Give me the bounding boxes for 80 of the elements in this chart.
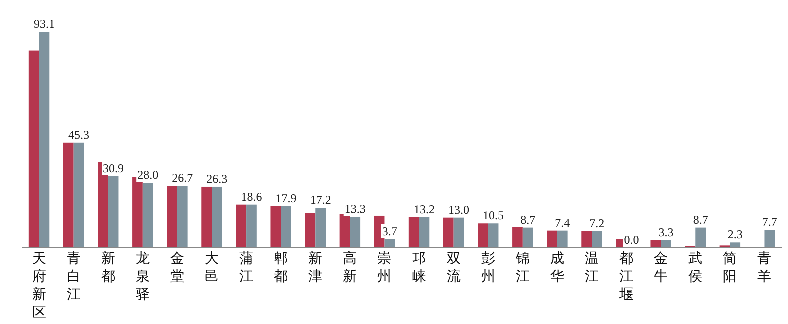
data-label: 30.9 [103,161,124,176]
x-tick-label: 金牛 [654,251,668,285]
data-label: 17.9 [276,191,297,206]
x-tick-label: 新津 [308,251,323,285]
data-label: 28.0 [138,168,159,182]
bar [592,231,602,248]
bar [696,228,706,248]
x-tick-label: 郫都 [274,251,288,285]
bar [650,240,662,248]
x-tick-label: 龙泉驿 [136,251,150,303]
x-tick-label: 简阳 [723,251,738,285]
bar [764,230,776,248]
bar [212,186,222,248]
bar [270,206,282,248]
bar [408,217,420,248]
bar [236,204,247,248]
bar [419,217,430,248]
bar [177,186,188,248]
x-tick-label: 蒲江 [240,251,254,285]
data-label: 3.3 [658,225,674,240]
bar [281,206,292,248]
x-tick-label: 高新 [343,251,358,285]
x-tick-label: 都江堰 [618,251,634,303]
bar [350,217,361,248]
data-label: 26.3 [206,172,228,186]
bar [547,230,558,248]
x-tick-label: 青白江 [66,251,81,303]
bar [202,186,212,248]
x-tick-label: 崇州 [378,251,392,285]
x-tick-label: 双流 [446,251,461,285]
x-tick-label: 锦江 [514,251,530,285]
bar [522,228,534,248]
bar [246,204,257,248]
bar [478,224,488,248]
data-label: 13.2 [414,202,435,216]
bar [305,213,316,248]
x-tick-label: 新都 [101,251,116,285]
bar [730,242,741,248]
bar [316,208,326,248]
bar [512,227,523,248]
bar [142,183,154,248]
data-label: 45.3 [68,128,90,142]
data-label: 26.7 [172,171,194,186]
x-tick-label: 青羊 [758,251,772,285]
bar [384,239,396,248]
bar [661,240,672,248]
bar [28,50,40,248]
data-label: 0.0 [624,233,640,247]
data-label: 17.2 [310,193,332,208]
x-tick-label: 邛崃 [412,251,426,285]
x-tick-label: 成华 [550,251,564,285]
bar [108,176,119,248]
data-label: 18.6 [241,190,262,204]
bar [582,231,592,248]
x-tick-label: 武侯 [688,251,703,285]
data-label: 13.3 [344,202,366,216]
x-tick-label: 大邑 [205,251,219,285]
data-label: 3.7 [382,224,398,238]
bar [454,218,464,248]
data-label: 7.4 [555,216,570,230]
bar [74,142,84,248]
x-tick-label: 天府新区 [32,251,46,321]
x-tick-label: 温江 [585,251,599,285]
bar [488,224,499,248]
x-tick-label: 彭州 [481,251,496,285]
data-label: 2.3 [728,228,743,242]
data-label: 93.1 [34,17,55,31]
data-label: 7.7 [762,215,778,230]
bar [167,186,178,248]
data-label: 10.5 [483,208,504,223]
bar [557,230,568,248]
data-label: 7.2 [590,216,605,230]
bar [443,218,454,248]
bar [39,32,50,248]
bar [340,214,350,248]
data-label: 8.7 [520,212,536,227]
bar [63,142,74,248]
data-label: 13.0 [448,202,470,217]
data-label: 8.7 [693,212,708,227]
x-tick-label: 金堂 [170,251,184,285]
